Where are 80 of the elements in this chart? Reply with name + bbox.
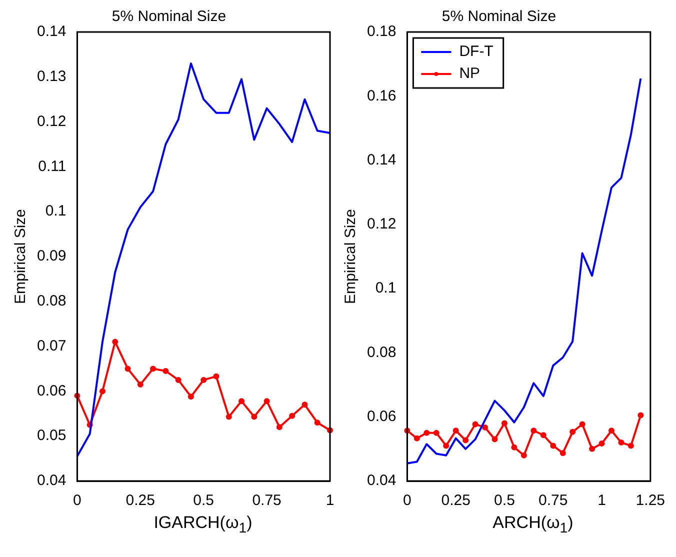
y-tick-label: 0.12 bbox=[366, 216, 396, 233]
point bbox=[424, 430, 430, 436]
x-tick-label: 1.25 bbox=[636, 492, 666, 510]
y-tick-label: 0.14 bbox=[366, 151, 396, 168]
y-axis-title: Empirical Size bbox=[342, 208, 360, 304]
y-tick-label: 0.1 bbox=[375, 280, 396, 297]
y-tick-label: 0.14 bbox=[36, 23, 66, 40]
x-tick-label: 0.5 bbox=[494, 492, 515, 510]
point bbox=[579, 421, 586, 428]
y-axis-title: Empirical Size bbox=[12, 208, 30, 304]
chart-title: 5% Nominal Size bbox=[442, 8, 556, 26]
point bbox=[137, 381, 144, 388]
point bbox=[289, 412, 296, 419]
point bbox=[511, 444, 518, 450]
point bbox=[618, 440, 624, 446]
point bbox=[433, 430, 440, 436]
point bbox=[472, 421, 478, 428]
legend-label: DF-T bbox=[459, 43, 494, 60]
point bbox=[200, 376, 207, 383]
point bbox=[628, 442, 634, 449]
x-tick-label: 1 bbox=[598, 492, 606, 510]
point bbox=[550, 442, 556, 449]
y-tick-label: 0.1 bbox=[45, 202, 66, 220]
point bbox=[482, 424, 488, 430]
y-tick-label: 0.05 bbox=[36, 427, 66, 444]
point bbox=[589, 446, 596, 452]
y-tick-label: 0.11 bbox=[38, 158, 66, 175]
y-tick-label: 0.18 bbox=[366, 23, 396, 40]
point bbox=[452, 428, 459, 434]
y-tick-label: 0.07 bbox=[36, 337, 66, 354]
point bbox=[226, 414, 232, 420]
point bbox=[414, 435, 420, 442]
point bbox=[150, 366, 156, 372]
y-tick-label: 0.16 bbox=[366, 87, 396, 104]
y-tick-label: 0.04 bbox=[366, 472, 396, 490]
point bbox=[492, 436, 498, 442]
point bbox=[264, 398, 270, 404]
x-axis-title: IGARCH(ω$_{1}$) bbox=[152, 513, 254, 536]
point bbox=[560, 450, 566, 456]
x-axis-title: ARCH(ω$_{1}$) bbox=[492, 513, 574, 536]
point bbox=[501, 420, 508, 426]
point bbox=[213, 373, 220, 380]
y-tick-label: 0.06 bbox=[366, 408, 396, 425]
point bbox=[530, 428, 537, 434]
y-tick-label: 0.08 bbox=[366, 344, 396, 361]
x-tick-label: 0.75 bbox=[252, 492, 282, 510]
point bbox=[188, 394, 194, 400]
point bbox=[99, 388, 106, 394]
chart-title: 5% Nominal Size bbox=[112, 8, 226, 26]
x-tick-label: 0 bbox=[73, 492, 82, 510]
y-tick-label: 0.12 bbox=[36, 112, 66, 130]
point bbox=[238, 398, 245, 404]
point bbox=[598, 440, 605, 446]
x-tick-label: 0 bbox=[403, 492, 412, 510]
point bbox=[251, 414, 258, 420]
point bbox=[112, 338, 118, 345]
x-tick-label: 1 bbox=[326, 492, 334, 510]
y-tick-label: 0.04 bbox=[36, 472, 66, 490]
x-tick-label: 0.75 bbox=[538, 492, 568, 510]
x-tick-label: 0.5 bbox=[193, 492, 214, 510]
point bbox=[520, 452, 527, 458]
point bbox=[314, 420, 320, 426]
point bbox=[608, 428, 614, 434]
x-tick-label: 0.25 bbox=[126, 492, 155, 510]
point bbox=[462, 437, 469, 444]
point bbox=[302, 402, 308, 408]
point bbox=[540, 432, 546, 438]
y-tick-label: 0.06 bbox=[36, 382, 66, 400]
point bbox=[124, 366, 131, 372]
point bbox=[276, 424, 282, 430]
y-tick-label: 0.08 bbox=[36, 292, 66, 310]
point bbox=[175, 376, 182, 383]
point bbox=[162, 368, 169, 374]
point bbox=[443, 442, 450, 449]
x-tick-label: 0.25 bbox=[441, 492, 470, 510]
y-tick-label: 0.09 bbox=[36, 248, 66, 265]
y-tick-label: 0.13 bbox=[36, 68, 66, 86]
legend-label: NP bbox=[459, 65, 480, 82]
point bbox=[570, 428, 576, 435]
point bbox=[638, 412, 644, 418]
